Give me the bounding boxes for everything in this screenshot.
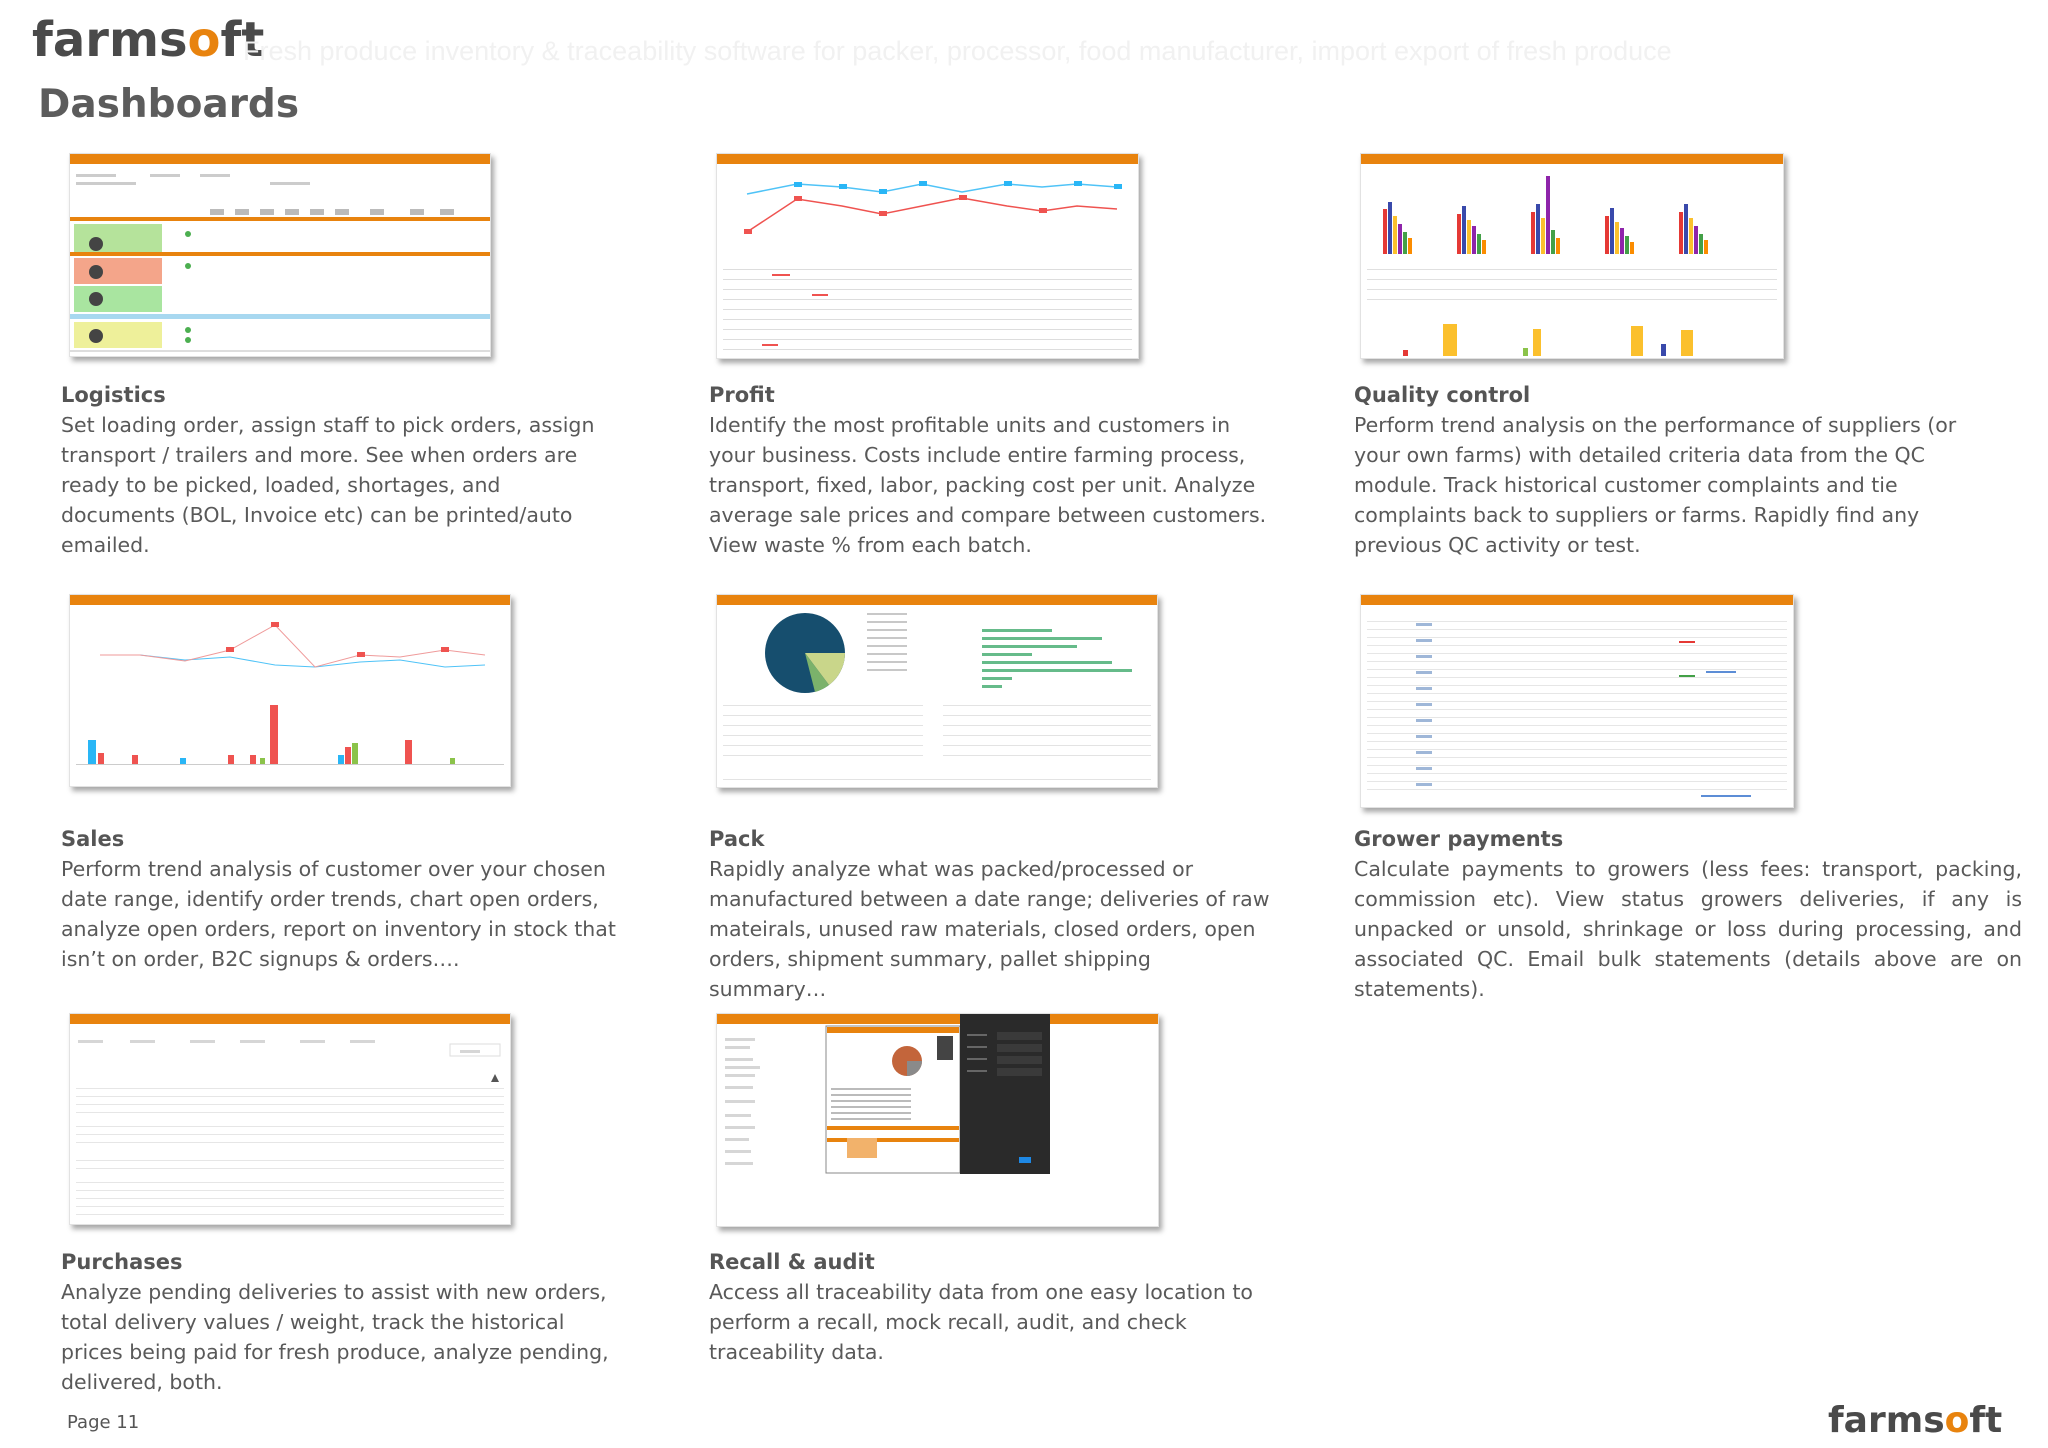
logistics-screenshot <box>69 153 491 357</box>
card-description-grower-payments: Calculate payments to growers (less fees… <box>1354 857 2022 1001</box>
card-title-pack: Pack <box>709 827 765 851</box>
page-title: Dashboards <box>38 82 300 127</box>
tagline: Fresh produce inventory & traceability s… <box>243 36 1672 66</box>
card-title-grower-payments: Grower payments <box>1354 827 1564 851</box>
card-description-recall-audit: Access all traceability data from one ea… <box>709 1280 1253 1364</box>
card-description-sales: Perform trend analysis of customer over … <box>61 857 616 971</box>
card-title-sales: Sales <box>61 827 125 851</box>
card-description-logistics: Set loading order, assign staff to pick … <box>61 413 595 557</box>
card-title-recall-audit: Recall & audit <box>709 1250 875 1274</box>
quality-control-screenshot <box>1360 153 1784 359</box>
grower-payments-screenshot <box>1360 594 1794 808</box>
sales-screenshot <box>69 594 511 787</box>
purchases-screenshot <box>69 1013 511 1225</box>
card-description-pack: Rapidly analyze what was packed/processe… <box>709 857 1270 1001</box>
recall-audit-screenshot <box>716 1013 1159 1227</box>
card-title-purchases: Purchases <box>61 1250 183 1274</box>
card-title-logistics: Logistics <box>61 383 166 407</box>
card-description-profit: Identify the most profitable units and c… <box>709 413 1267 557</box>
card-description-purchases: Analyze pending deliveries to assist wit… <box>61 1280 609 1394</box>
card-title-quality-control: Quality control <box>1354 383 1531 407</box>
card-title-profit: Profit <box>709 383 775 407</box>
farmsoft-footer-logo: farmsoft <box>1828 1400 2003 1441</box>
card-description-quality-control: Perform trend analysis on the performanc… <box>1354 413 1957 557</box>
farmsoft-logo: farmsoft <box>32 12 265 68</box>
page-number: Page 11 <box>67 1412 140 1433</box>
pack-screenshot <box>716 594 1158 788</box>
profit-screenshot <box>716 153 1139 359</box>
